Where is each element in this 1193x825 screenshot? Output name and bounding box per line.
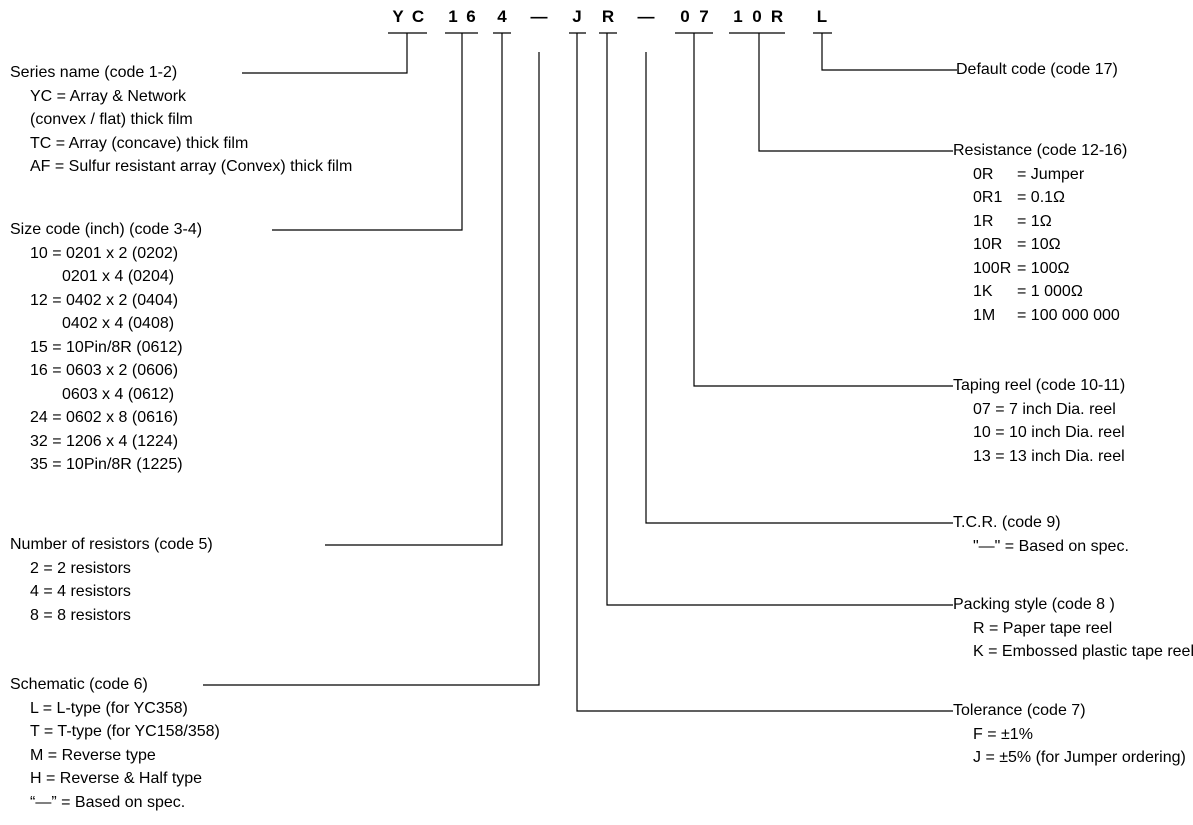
code-char: R <box>770 7 784 26</box>
connector-resistors <box>325 33 503 546</box>
code-char: 6 <box>466 7 476 26</box>
connector-tolerance <box>576 33 953 712</box>
resistance-code: 100R <box>973 259 1012 277</box>
code-char: 7 <box>699 7 709 26</box>
resistors-item: 4 = 4 resistors <box>30 583 131 600</box>
size-item: 16 = 0603 x 2 (0606) <box>30 362 179 379</box>
resistance-value: = 1 000Ω <box>1017 283 1083 300</box>
schematic-block: Schematic (code 6) L = L-type (for YC358… <box>10 673 220 814</box>
resistors-block: Number of resistors (code 5) 2 = 2 resis… <box>10 533 213 627</box>
tcr-title: T.C.R. (code 9) <box>953 514 1061 531</box>
connector-tcr <box>645 52 953 524</box>
taping-item: 10 = 10 inch Dia. reel <box>973 424 1125 441</box>
connector-schematic <box>203 52 540 686</box>
schematic-item: H = Reverse & Half type <box>30 770 203 787</box>
code-char: 0 <box>680 7 690 26</box>
size-block: Size code (inch) (code 3-4) 10 = 0201 x … <box>10 218 202 477</box>
resistance-code: 1K <box>973 283 993 300</box>
resistors-item: 2 = 2 resistors <box>30 559 131 577</box>
schematic-title: Schematic (code 6) <box>10 676 148 693</box>
taping-block: Taping reel (code 10-11) 07 = 7 inch Dia… <box>953 374 1125 468</box>
resistance-value: = 100Ω <box>1017 259 1070 277</box>
size-item: 15 = 10Pin/8R (0612) <box>30 338 183 356</box>
schematic-item: T = T-type (for YC158/358) <box>30 723 220 740</box>
resistance-item: 1K = 1 000Ω <box>953 280 1127 304</box>
resistance-item: 100R = 100Ω <box>953 257 1127 281</box>
size-title: Size code (inch) (code 3-4) <box>10 221 203 238</box>
resistors-item: 8 = 8 resistors <box>30 606 131 624</box>
taping-item: 13 = 13 inch Dia. reel <box>973 447 1125 465</box>
size-item: 10 = 0201 x 2 (0202) <box>30 244 179 262</box>
resistance-code: 0R <box>973 165 994 183</box>
code-char: 0 <box>752 7 762 26</box>
resistance-code: 10R <box>973 236 1003 253</box>
series-item: YC = Array & Network <box>30 87 187 105</box>
packing-title: Packing style (code 8 ) <box>953 596 1115 613</box>
schematic-item: M = Reverse type <box>30 746 156 764</box>
resistance-item: 0R1 = 0.1Ω <box>953 186 1127 210</box>
resistance-title: Resistance (code 12-16) <box>953 142 1128 159</box>
size-item: 35 = 10Pin/8R (1225) <box>30 456 183 473</box>
code-char: C <box>411 7 425 26</box>
code-char: Y <box>392 7 404 26</box>
default-code-title: Default code (code 17) <box>956 61 1118 78</box>
schematic-item: “—” = Based on spec. <box>30 793 186 811</box>
code-char: L <box>816 7 828 26</box>
size-item: 0603 x 4 (0612) <box>62 385 175 403</box>
packing-item: R = Paper tape reel <box>973 619 1113 637</box>
code-char: R <box>601 7 615 26</box>
resistance-value: = 100 000 000 <box>1017 306 1120 324</box>
resistance-code: 1R <box>973 212 994 230</box>
connector-default <box>821 33 957 71</box>
resistance-code: 1M <box>973 306 996 324</box>
tolerance-title: Tolerance (code 7) <box>953 702 1086 719</box>
series-item: AF = Sulfur resistant array (Convex) thi… <box>30 158 353 175</box>
connector-taping <box>693 33 953 387</box>
size-item: 12 = 0402 x 2 (0404) <box>30 291 179 309</box>
series-block: Series name (code 1-2) YC = Array & Netw… <box>10 61 352 179</box>
resistors-title: Number of resistors (code 5) <box>10 536 213 553</box>
series-title: Series name (code 1-2) <box>10 64 178 81</box>
connector-resistance <box>758 33 953 152</box>
resistance-item: 1R = 1Ω <box>953 210 1127 234</box>
taping-title: Taping reel (code 10-11) <box>953 377 1126 394</box>
default-code-block: Default code (code 17) <box>956 58 1118 82</box>
resistance-item: 0R = Jumper <box>953 163 1127 187</box>
tcr-item: "—" = Based on spec. <box>973 537 1129 555</box>
size-item: 24 = 0602 x 8 (0616) <box>30 409 179 426</box>
connector-packing <box>606 33 953 606</box>
size-item: 0402 x 4 (0408) <box>62 315 175 332</box>
tolerance-item: J = ±5% (for Jumper ordering) <box>973 749 1186 766</box>
code-char: 1 <box>733 7 743 26</box>
resistance-value: = 0.1Ω <box>1017 189 1065 206</box>
tcr-block: T.C.R. (code 9) "—" = Based on spec. <box>953 511 1129 558</box>
packing-item: K = Embossed plastic tape reel <box>973 643 1193 660</box>
code-char: — <box>637 7 655 26</box>
size-item: 0201 x 4 (0204) <box>62 268 175 285</box>
resistance-value: = Jumper <box>1017 165 1085 183</box>
code-char: 1 <box>448 7 458 26</box>
connector-series <box>242 33 408 74</box>
series-item: (convex / flat) thick film <box>30 111 193 128</box>
resistance-item: 10R = 10Ω <box>953 233 1127 257</box>
schematic-item: L = L-type (for YC358) <box>30 699 188 717</box>
taping-item: 07 = 7 inch Dia. reel <box>973 400 1116 418</box>
code-char: — <box>530 7 548 26</box>
resistance-block: Resistance (code 12-16) 0R = Jumper 0R1 = … <box>953 139 1127 327</box>
tolerance-item: F = ±1% <box>973 725 1033 743</box>
resistance-value: = 1Ω <box>1017 212 1052 230</box>
series-item: TC = Array (concave) thick film <box>30 134 249 152</box>
resistance-code: 0R1 <box>973 189 1003 206</box>
tolerance-block: Tolerance (code 7) F = ±1% J = ±5% (for … <box>953 699 1186 770</box>
size-item: 32 = 1206 x 4 (1224) <box>30 432 179 450</box>
resistance-item: 1M = 100 000 000 <box>953 304 1127 328</box>
packing-block: Packing style (code 8 ) R = Paper tape r… <box>953 593 1193 664</box>
connector-size <box>272 33 463 231</box>
resistance-value: = 10Ω <box>1017 236 1061 253</box>
code-char: J <box>572 7 582 26</box>
code-char: 4 <box>497 7 507 26</box>
